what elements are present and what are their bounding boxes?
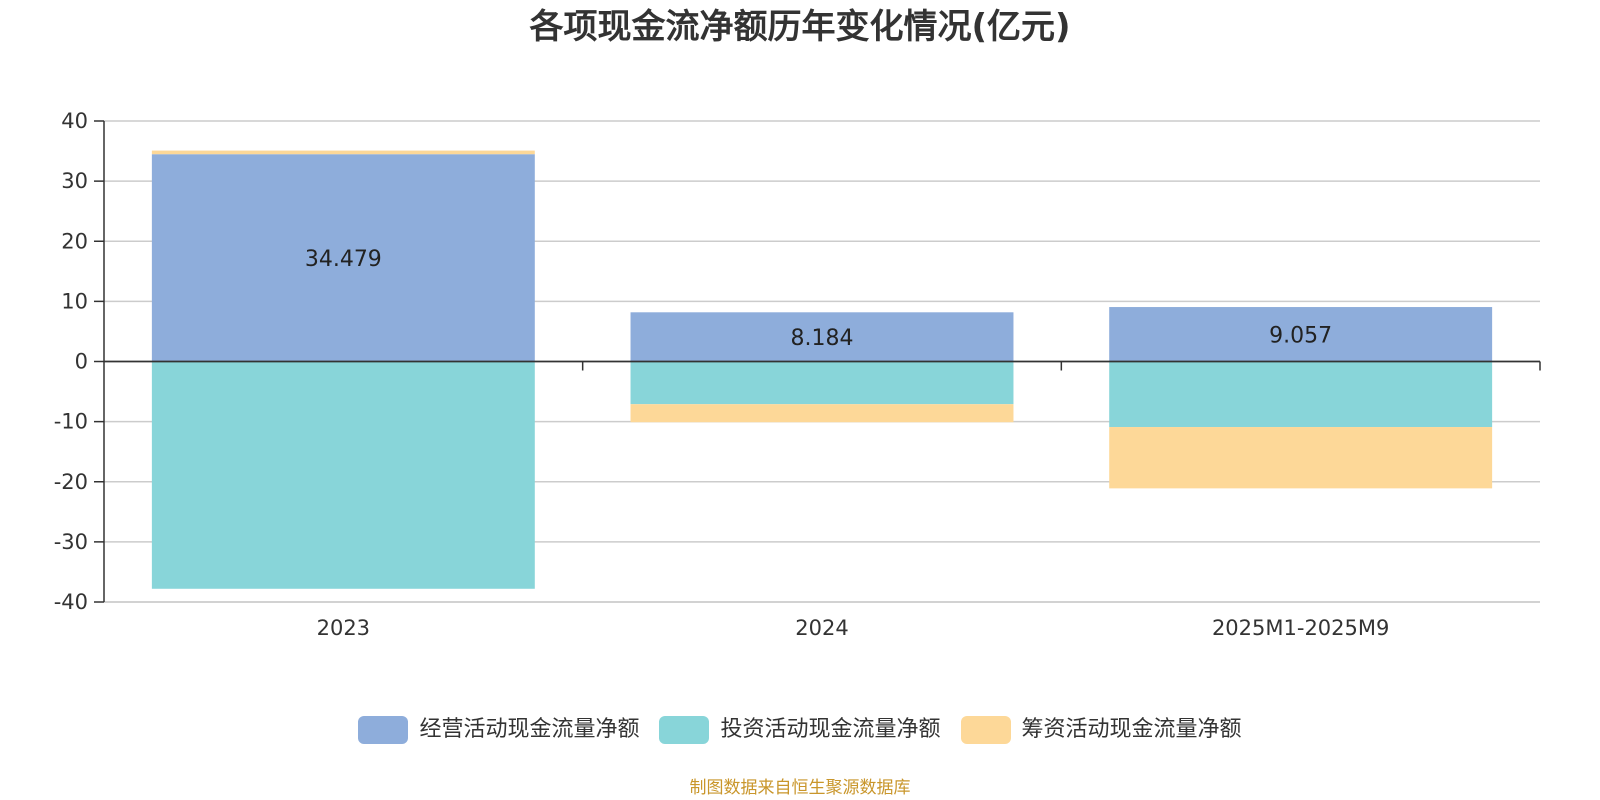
y-tick-label: -20	[54, 470, 88, 494]
chart-title: 各项现金流净额历年变化情况(亿元)	[529, 7, 1071, 47]
legend-item[interactable]: 经营活动现金流量净额	[358, 715, 639, 745]
legend-swatch	[960, 716, 1011, 744]
x-tick-label: 2023	[317, 616, 370, 640]
bar-segment	[1109, 307, 1493, 362]
legend-label: 投资活动现金流量净额	[720, 717, 941, 742]
y-tick-label: 40	[61, 109, 88, 133]
y-tick-label: 10	[61, 289, 88, 313]
stacked-bar-chart: 40 30 20 10 0 -10 -20 -30 -40 2023 2024 2025M1-2025…	[54, 109, 1541, 640]
y-tick-label: 0	[75, 350, 88, 374]
bar-segment	[151, 361, 535, 589]
legend: 经营活动现金流量净额 投资活动现金流量净额 筹资活动现金流量净额	[0, 715, 1600, 745]
bar-segment	[630, 404, 1014, 423]
legend-label: 经营活动现金流量净额	[419, 717, 640, 742]
data-labels: 34.479 8.184 9.057	[305, 247, 1332, 351]
bar-segment	[151, 154, 535, 362]
bar-segment	[1109, 427, 1493, 489]
y-tick-label: 30	[61, 169, 88, 193]
bar-segment	[630, 361, 1014, 405]
legend-item[interactable]: 筹资活动现金流量净额	[960, 715, 1242, 745]
y-tick-label: -30	[54, 530, 88, 554]
bar-value-label: 34.479	[305, 247, 382, 272]
legend-swatch	[659, 716, 710, 744]
y-tick-label: 20	[61, 229, 88, 253]
bar-segment	[630, 312, 1014, 362]
source-note: 制图数据来自恒生聚源数据库	[689, 778, 911, 798]
y-tick-label: -10	[54, 410, 88, 434]
x-tick-label: 2024	[795, 616, 848, 640]
bar-group	[151, 150, 1493, 589]
axes: 40 30 20 10 0 -10 -20 -30 -40 2023 2024 2025M1-2025…	[54, 109, 1541, 640]
bar-value-label: 9.057	[1269, 323, 1332, 348]
bar-value-label: 8.184	[791, 326, 854, 351]
bar-segment	[1109, 361, 1493, 428]
bar-segment	[151, 150, 535, 155]
y-tick-label: -40	[54, 590, 88, 614]
legend-item[interactable]: 投资活动现金流量净额	[659, 715, 941, 745]
legend-label: 筹资活动现金流量净额	[1021, 717, 1242, 742]
x-tick-label: 2025M1-2025M9	[1212, 616, 1389, 640]
legend-swatch	[358, 716, 409, 744]
